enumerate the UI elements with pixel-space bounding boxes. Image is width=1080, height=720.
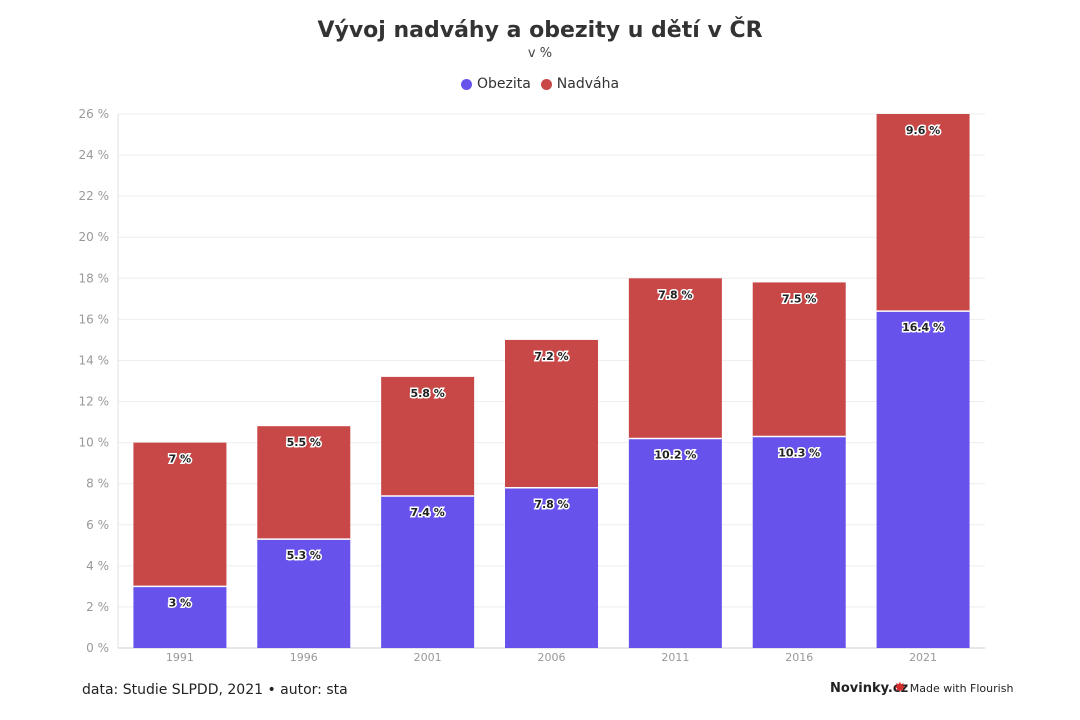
brand-logo[interactable]: Novinky.cz xyxy=(830,681,909,696)
y-tick-label: 10 % xyxy=(79,436,110,450)
data-label: 7.8 % xyxy=(658,288,692,301)
y-tick-label: 8 % xyxy=(86,477,109,491)
x-tick-label: 1996 xyxy=(290,651,318,664)
y-tick-label: 12 % xyxy=(79,395,110,409)
data-label: 16.4 % xyxy=(902,321,944,334)
y-tick-label: 4 % xyxy=(86,559,109,573)
y-tick-label: 22 % xyxy=(79,189,110,203)
data-label: 5.5 % xyxy=(287,436,321,449)
y-tick-label: 18 % xyxy=(79,271,110,285)
legend-item-nadvaha[interactable]: Nadváha xyxy=(540,76,620,92)
x-tick-label: 2021 xyxy=(909,651,937,664)
y-tick-label: 20 % xyxy=(79,230,110,244)
data-label: 3 % xyxy=(169,596,192,609)
bar-obezita xyxy=(628,438,722,648)
legend: Obezita Nadváha xyxy=(0,76,1080,92)
legend-dot-nadvaha xyxy=(540,78,552,90)
data-label: 7.4 % xyxy=(410,506,444,519)
y-tick-label: 24 % xyxy=(79,148,110,162)
bar-nadváha xyxy=(381,376,475,497)
bar-nadváha xyxy=(628,278,722,439)
x-tick-label: 2006 xyxy=(538,651,566,664)
bar-obezita xyxy=(133,586,227,648)
data-label: 7.5 % xyxy=(782,292,816,305)
source-note: data: Studie SLPDD, 2021 • autor: sta xyxy=(82,682,348,698)
data-label: 9.6 % xyxy=(906,124,940,137)
data-label: 7 % xyxy=(169,453,192,466)
data-label: 10.2 % xyxy=(654,449,696,462)
data-label: 10.3 % xyxy=(778,446,820,459)
chart-subtitle: v % xyxy=(527,46,553,61)
bar-obezita xyxy=(752,436,846,648)
bar-obezita xyxy=(381,496,475,648)
y-tick-label: 6 % xyxy=(86,518,109,532)
bar-obezita xyxy=(505,487,598,648)
data-label: 5.8 % xyxy=(410,387,444,400)
bar-nadváha xyxy=(257,426,351,540)
x-tick-label: 2016 xyxy=(785,651,813,664)
data-label: 7.8 % xyxy=(534,498,568,511)
x-tick-label: 1991 xyxy=(166,651,194,664)
bar-nadváha xyxy=(133,442,227,587)
legend-item-obezita[interactable]: Obezita xyxy=(460,76,531,92)
bar-nadváha xyxy=(505,339,598,488)
bar-obezita xyxy=(876,311,970,648)
data-label: 7.2 % xyxy=(534,350,568,363)
legend-label-nadvaha: Nadváha xyxy=(556,76,620,92)
flourish-icon: ✸ xyxy=(894,680,906,696)
chart-title: Vývoj nadváhy a obezity u dětí v ČR xyxy=(317,18,763,43)
made-with-flourish-label: Made with Flourish xyxy=(909,681,1014,695)
x-tick-label: 2011 xyxy=(661,651,689,664)
y-tick-label: 0 % xyxy=(86,641,109,655)
y-tick-label: 16 % xyxy=(79,312,110,326)
data-label: 5.3 % xyxy=(287,549,321,562)
legend-label-obezita: Obezita xyxy=(476,76,531,92)
y-tick-label: 26 % xyxy=(79,107,110,121)
x-tick-label: 2001 xyxy=(414,651,442,664)
bar-obezita xyxy=(257,539,351,648)
y-tick-label: 14 % xyxy=(79,353,110,367)
legend-dot-obezita xyxy=(460,78,472,90)
bar-nadváha xyxy=(876,114,970,312)
y-tick-label: 2 % xyxy=(86,600,109,614)
made-with-flourish[interactable]: ✸ Made with Flourish xyxy=(894,681,1013,695)
bar-nadváha xyxy=(752,282,846,437)
